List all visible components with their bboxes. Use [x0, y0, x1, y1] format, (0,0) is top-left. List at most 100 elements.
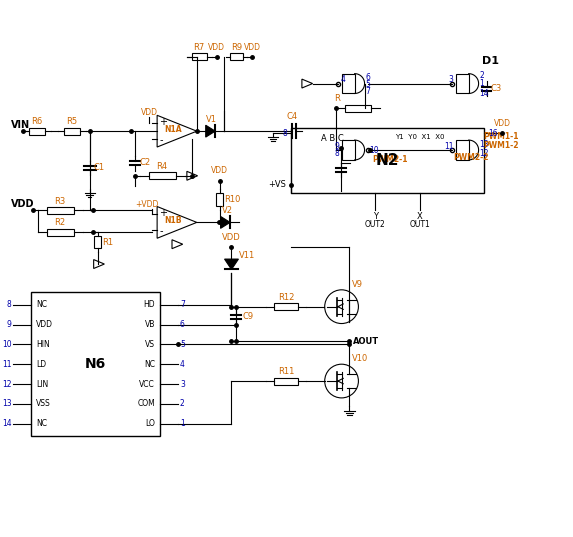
Text: 8: 8 — [282, 129, 287, 137]
Text: HD: HD — [143, 300, 155, 309]
Text: V10: V10 — [351, 354, 368, 363]
Bar — [47, 229, 74, 236]
Bar — [149, 172, 176, 179]
Text: 4: 4 — [341, 75, 346, 84]
Text: 3: 3 — [449, 75, 454, 84]
Text: COM: COM — [138, 400, 155, 408]
Text: N6: N6 — [85, 357, 106, 371]
Text: R12: R12 — [278, 293, 294, 302]
Text: 2: 2 — [480, 71, 484, 80]
Text: R6: R6 — [32, 117, 43, 126]
Text: 13: 13 — [480, 140, 489, 149]
Text: 14: 14 — [480, 89, 489, 98]
Text: V1: V1 — [206, 115, 217, 124]
Text: PWM2-1: PWM2-1 — [372, 155, 408, 164]
Text: 9: 9 — [335, 142, 340, 150]
Text: C1: C1 — [93, 163, 105, 172]
Text: C3: C3 — [490, 84, 502, 93]
Text: 10: 10 — [2, 340, 11, 349]
Text: 14: 14 — [2, 419, 11, 428]
Text: 7: 7 — [180, 300, 185, 309]
Polygon shape — [225, 259, 238, 270]
Text: AOUT: AOUT — [352, 337, 379, 346]
Text: OUT2: OUT2 — [365, 220, 386, 229]
Text: LO: LO — [146, 419, 155, 428]
Text: PWM1-1: PWM1-1 — [484, 132, 519, 141]
Text: NC: NC — [36, 419, 47, 428]
Text: 11: 11 — [2, 360, 11, 369]
Text: -: - — [159, 226, 163, 236]
Text: R1: R1 — [103, 238, 113, 246]
Text: PWM2-2: PWM2-2 — [454, 154, 489, 162]
Text: VDD: VDD — [222, 233, 241, 242]
Bar — [31, 292, 160, 436]
Bar — [29, 128, 45, 135]
Text: C4: C4 — [286, 112, 297, 121]
Text: PWM1-2: PWM1-2 — [484, 141, 519, 149]
Text: 7: 7 — [366, 87, 370, 96]
Polygon shape — [221, 216, 230, 228]
Text: +: + — [159, 208, 167, 219]
Bar — [344, 105, 371, 112]
Bar — [342, 74, 355, 93]
Text: VDD: VDD — [141, 108, 158, 117]
Bar — [291, 128, 484, 193]
Text: VS: VS — [145, 340, 155, 349]
Text: 10: 10 — [370, 146, 379, 155]
Text: 16: 16 — [488, 129, 498, 137]
Bar — [456, 140, 469, 160]
Text: 12: 12 — [480, 149, 489, 158]
Text: A B C: A B C — [321, 134, 343, 143]
Text: +VDD: +VDD — [136, 200, 159, 208]
Bar — [456, 74, 469, 93]
Text: C9: C9 — [242, 312, 253, 321]
Text: Y1  Y0  X1  X0: Y1 Y0 X1 X0 — [395, 134, 445, 140]
Text: 6: 6 — [180, 320, 185, 329]
Text: R5: R5 — [66, 117, 77, 126]
Text: NC: NC — [36, 300, 47, 309]
Text: 5: 5 — [180, 340, 185, 349]
Text: 12: 12 — [2, 380, 11, 389]
Text: NC: NC — [144, 360, 155, 369]
Text: 3: 3 — [180, 380, 185, 389]
Text: VDD: VDD — [11, 200, 35, 209]
Polygon shape — [206, 125, 215, 137]
Text: OUT1: OUT1 — [410, 220, 430, 229]
Text: VDD: VDD — [244, 43, 261, 52]
Text: 8: 8 — [335, 149, 340, 158]
Text: X: X — [417, 213, 423, 221]
Bar — [192, 53, 207, 60]
Text: R10: R10 — [225, 195, 241, 204]
Text: 13: 13 — [2, 400, 11, 408]
Text: R7: R7 — [193, 43, 205, 52]
Text: N1B: N1B — [164, 216, 182, 225]
Bar — [342, 140, 355, 160]
Text: R: R — [333, 95, 339, 104]
Text: VIN: VIN — [11, 120, 30, 130]
Text: LIN: LIN — [36, 380, 48, 389]
Text: VDD: VDD — [211, 166, 228, 175]
Text: V11: V11 — [240, 251, 256, 259]
Text: 11: 11 — [444, 142, 454, 150]
Text: +: + — [159, 117, 167, 127]
Bar — [274, 378, 298, 384]
Text: 8: 8 — [7, 300, 11, 309]
Text: R11: R11 — [278, 367, 294, 376]
Bar — [230, 53, 243, 60]
Text: 5: 5 — [366, 80, 370, 89]
Bar — [47, 207, 74, 214]
Bar — [64, 128, 80, 135]
Text: 2: 2 — [180, 400, 185, 408]
Text: LD: LD — [36, 360, 46, 369]
Text: R9: R9 — [231, 43, 242, 52]
Bar — [274, 303, 298, 310]
Text: VSS: VSS — [36, 400, 51, 408]
Text: -: - — [159, 135, 163, 145]
Text: VCC: VCC — [139, 380, 155, 389]
Text: R4: R4 — [156, 162, 168, 171]
Text: V2: V2 — [222, 206, 233, 215]
Text: VDD: VDD — [208, 43, 225, 52]
Text: 1: 1 — [180, 419, 185, 428]
Text: 1: 1 — [480, 79, 484, 88]
Text: C2: C2 — [139, 158, 150, 168]
